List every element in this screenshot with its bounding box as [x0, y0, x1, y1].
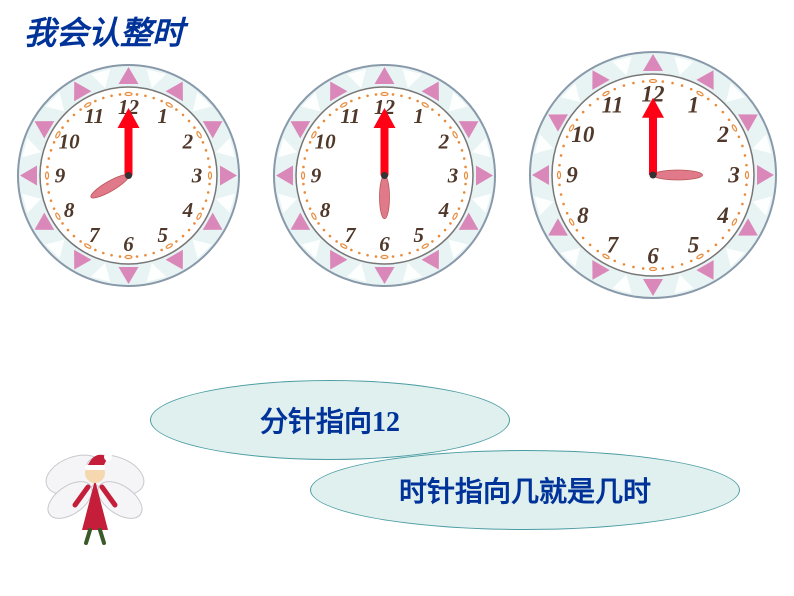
clock-2: 123456789101112	[272, 63, 497, 288]
svg-text:10: 10	[572, 122, 596, 147]
svg-text:10: 10	[315, 129, 337, 153]
svg-text:4: 4	[717, 203, 730, 228]
clock-row: 123456789101112	[0, 50, 794, 300]
svg-text:11: 11	[84, 104, 104, 128]
svg-text:2: 2	[181, 129, 193, 153]
svg-text:9: 9	[311, 163, 322, 187]
svg-text:6: 6	[123, 232, 134, 256]
svg-text:7: 7	[345, 222, 357, 246]
svg-text:11: 11	[340, 104, 360, 128]
svg-text:3: 3	[190, 163, 202, 187]
svg-text:6: 6	[379, 232, 390, 256]
svg-text:9: 9	[54, 163, 65, 187]
svg-text:8: 8	[64, 197, 75, 221]
svg-text:5: 5	[688, 233, 700, 258]
svg-text:7: 7	[607, 233, 620, 258]
svg-text:8: 8	[577, 203, 589, 228]
bubble-minute-hand: 分针指向12	[150, 380, 510, 460]
svg-text:1: 1	[413, 104, 424, 128]
svg-text:4: 4	[181, 197, 193, 221]
svg-text:7: 7	[89, 222, 101, 246]
svg-text:2: 2	[717, 122, 730, 147]
svg-text:3: 3	[447, 163, 459, 187]
svg-text:10: 10	[58, 129, 80, 153]
svg-text:6: 6	[648, 244, 660, 269]
svg-text:5: 5	[413, 222, 424, 246]
svg-text:4: 4	[438, 197, 450, 221]
svg-text:5: 5	[157, 222, 168, 246]
clock-3: 123456789101112	[528, 50, 778, 300]
bubble-hour-hand: 时针指向几就是几时	[310, 450, 740, 530]
svg-text:1: 1	[688, 92, 700, 117]
svg-text:8: 8	[320, 197, 331, 221]
fairy-icon	[40, 435, 150, 550]
svg-text:11: 11	[602, 92, 624, 117]
svg-text:9: 9	[567, 163, 579, 188]
page-title: 我会认整时	[24, 8, 184, 54]
svg-text:2: 2	[438, 129, 450, 153]
svg-text:3: 3	[728, 163, 741, 188]
svg-text:1: 1	[157, 104, 168, 128]
clock-1: 123456789101112	[16, 63, 241, 288]
